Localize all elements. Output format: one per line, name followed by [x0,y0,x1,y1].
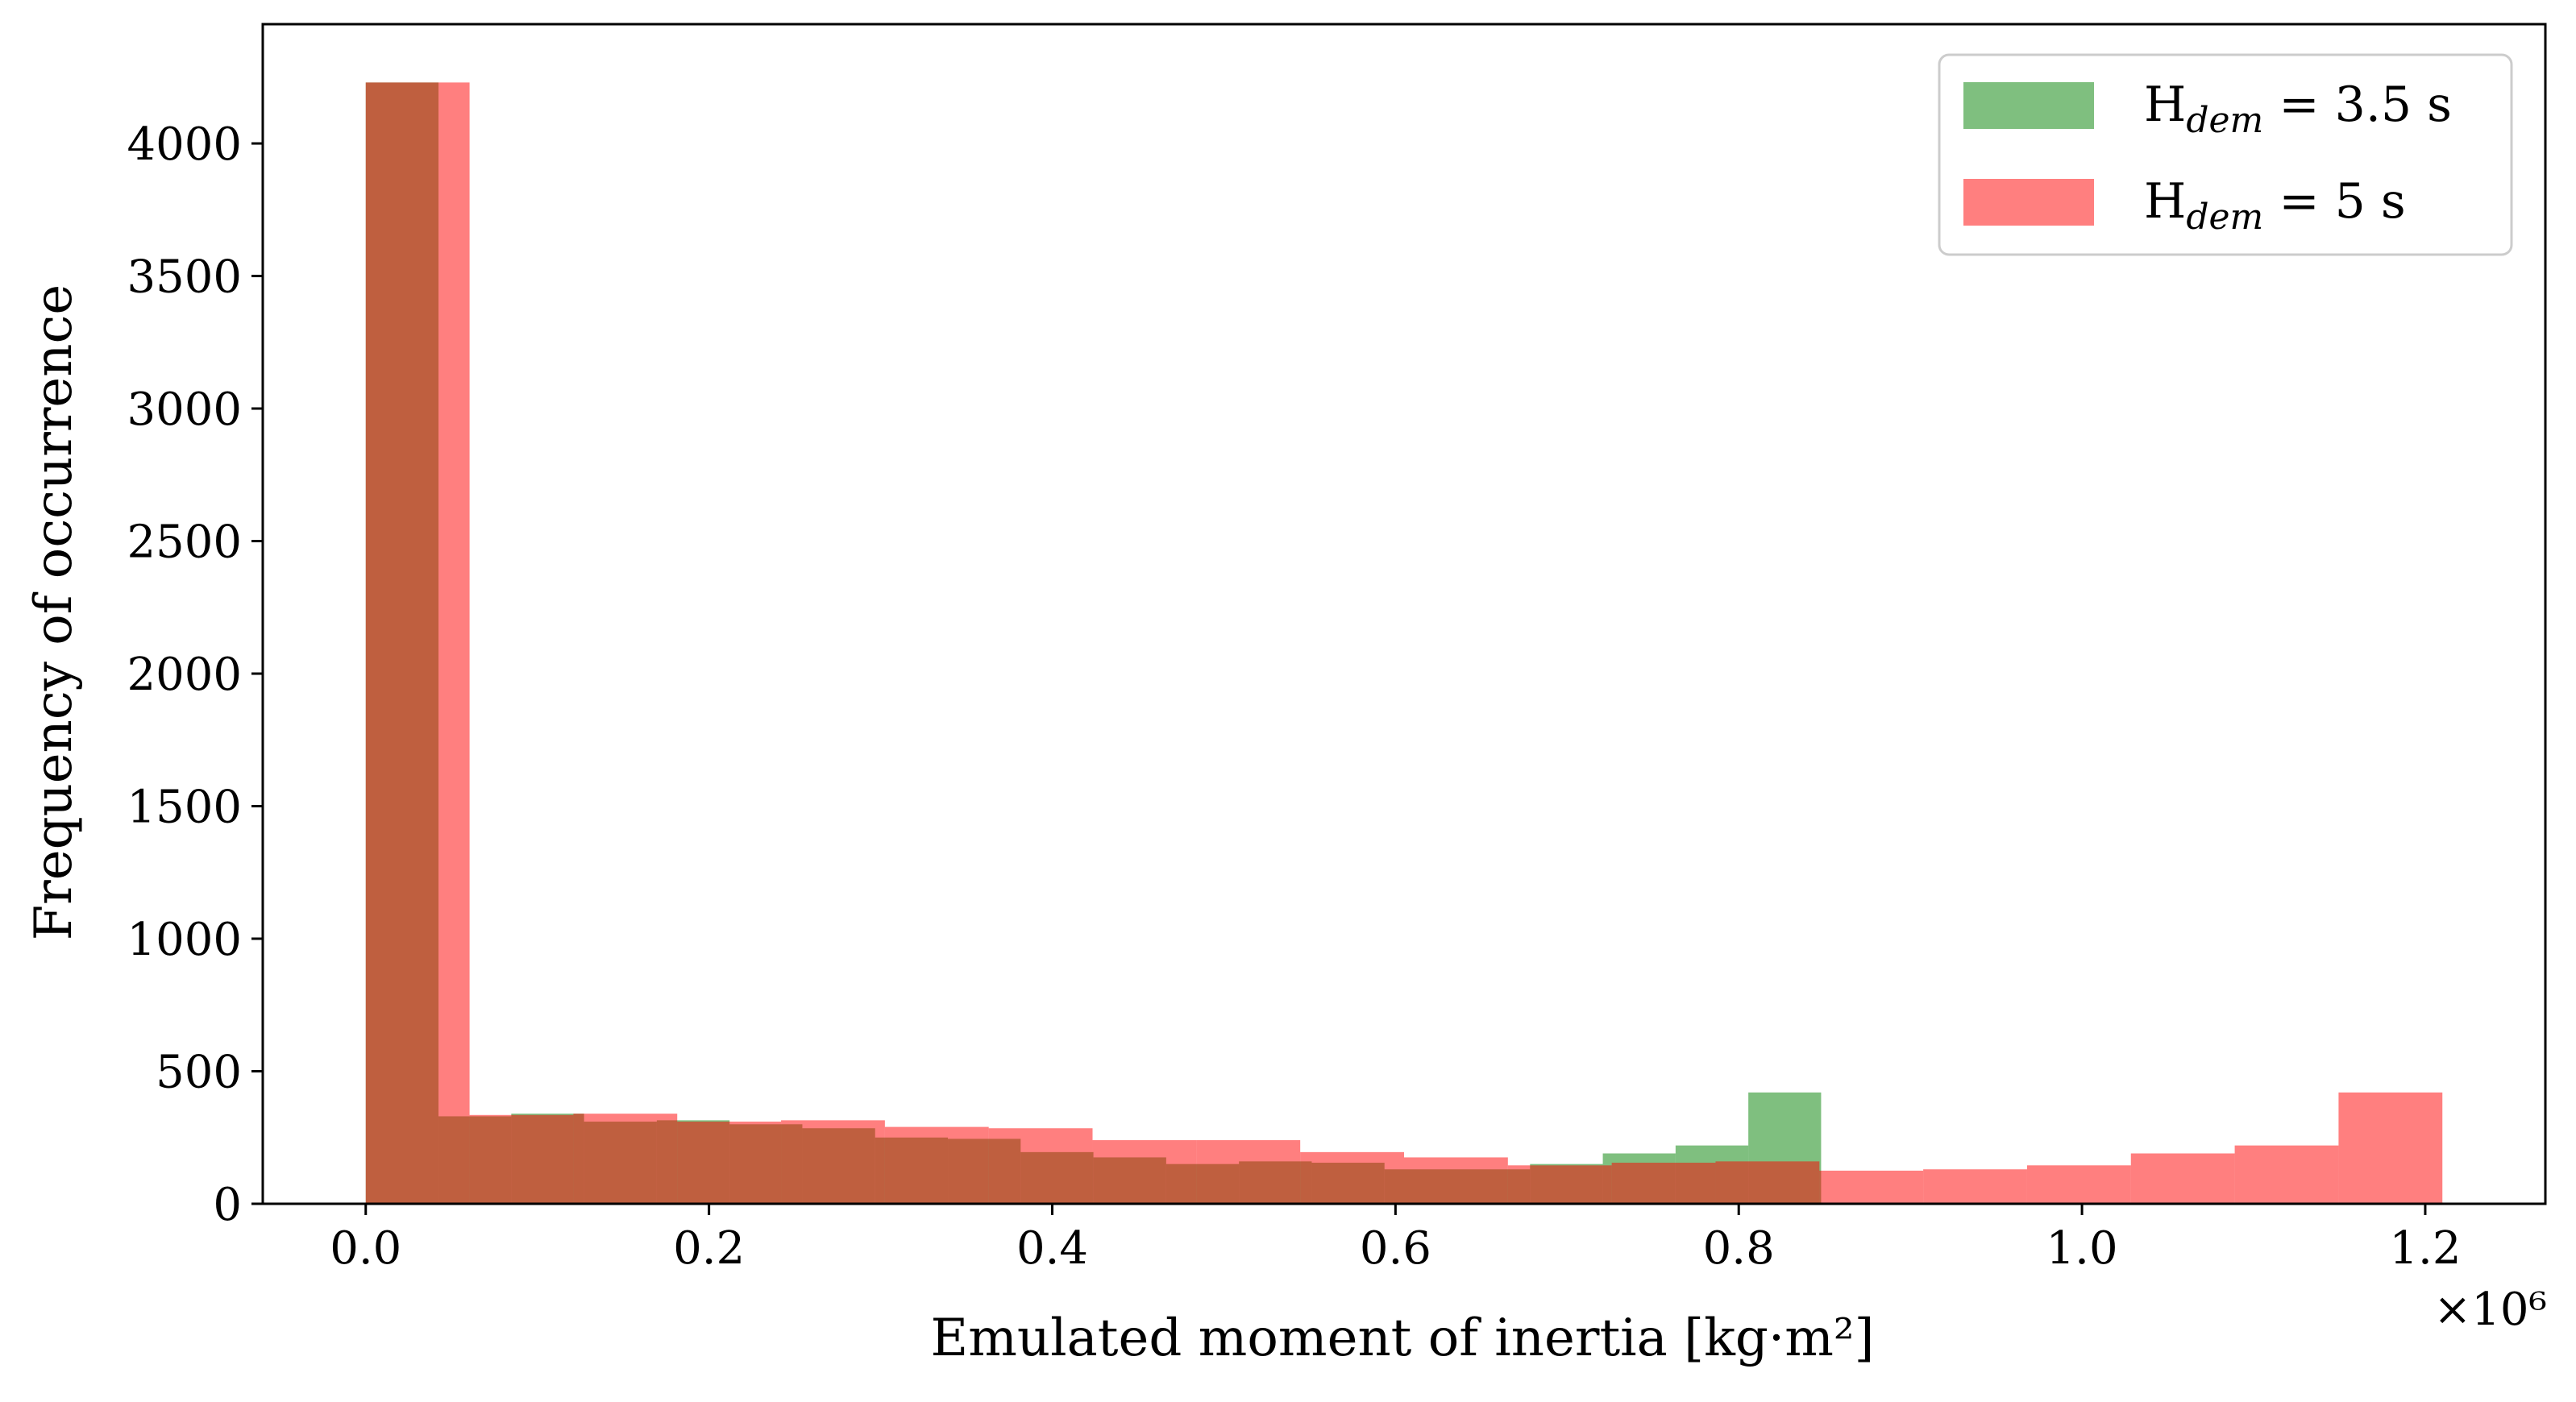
x-tick-label: 0.6 [1360,1222,1431,1275]
series-2-bar-10 [1300,1151,1404,1204]
series-2-bar-15 [1819,1170,1924,1204]
bars-layer [365,82,2443,1204]
y-tick-label: 2000 [127,649,242,701]
y-tick-label: 2500 [127,516,242,569]
legend-items: Hdem = 3.5 s Hdem = 5 s [1963,77,2452,238]
series-2-bars [365,82,2443,1204]
series-2-bar-5 [781,1120,885,1204]
series-2-bar-16 [1923,1169,2027,1204]
legend: Hdem = 3.5 s Hdem = 5 s [1938,53,2513,256]
y-axis-label: Frequency of occurrence [24,284,84,941]
x-axis: 0.0 0.2 0.4 0.6 0.8 1.0 1.2 [330,1204,2461,1275]
x-axis-multiplier: ×10⁶ [2433,1284,2547,1336]
legend-label-2: Hdem = 5 s [2144,173,2406,238]
series-2-bar-6 [884,1126,989,1204]
x-tick-label: 0.8 [1703,1222,1775,1275]
series-2-bar-14 [1715,1161,1820,1204]
series-2-bar-17 [2026,1165,2131,1204]
x-axis-label: Emulated moment of inertia [kg·m²] [931,1309,1875,1368]
y-tick-label: 3000 [127,384,242,436]
series-2-bar-2 [469,1114,574,1204]
legend-swatch-2 [1963,179,2094,226]
y-axis: 0 500 1000 1500 2000 2500 3000 3500 4000 [127,118,263,1231]
x-tick-label: 0.0 [330,1222,401,1275]
series-2-bar-7 [988,1128,1093,1204]
y-tick-label: 0 [213,1179,242,1231]
legend-swatch-1 [1963,82,2094,129]
series-2-bar-8 [1092,1140,1197,1204]
y-tick-label: 1000 [127,914,242,966]
x-tick-label: 1.2 [2389,1222,2461,1275]
y-tick-label: 3500 [127,251,242,304]
y-tick-label: 500 [156,1047,242,1099]
series-2-bar-1 [365,82,470,1204]
y-tick-label: 4000 [127,118,242,171]
series-2-bar-4 [677,1122,782,1204]
plot-frame [261,23,2547,1205]
series-2-bar-3 [573,1114,678,1204]
y-tick-label: 1500 [127,782,242,834]
series-2-bar-20 [2338,1092,2443,1204]
series-1-bars [365,82,1822,1204]
x-tick-label: 0.4 [1016,1222,1088,1275]
legend-label-1: Hdem = 3.5 s [2144,77,2452,141]
series-2-bar-18 [2130,1153,2235,1204]
series-2-bar-12 [1507,1165,1612,1204]
series-2-bar-11 [1404,1157,1508,1204]
series-2-bar-13 [1611,1163,1716,1204]
x-tick-label: 0.2 [673,1222,745,1275]
x-tick-label: 1.0 [2046,1222,2118,1275]
series-2-bar-9 [1196,1140,1301,1204]
series-2-bar-19 [2234,1145,2339,1204]
